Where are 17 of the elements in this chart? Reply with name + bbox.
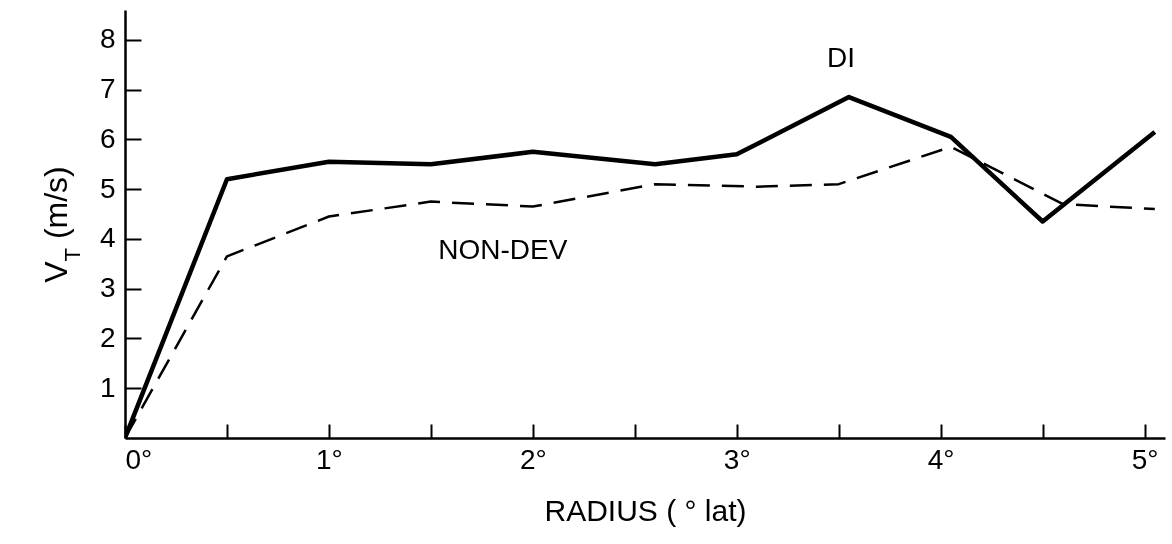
series-label: DI (826, 42, 855, 74)
y-tick-label: 4 (99, 222, 116, 254)
x-tick-label: 5° (1131, 443, 1159, 475)
y-tick-label: 6 (99, 122, 116, 154)
x-tick-label: 0° (125, 443, 153, 475)
y-tick-label: 3 (99, 272, 116, 304)
x-tick-label: 2° (519, 443, 547, 475)
x-tick-label: 3° (723, 443, 751, 475)
series-label: NON-DEV (438, 233, 568, 265)
y-tick-label: 5 (99, 172, 116, 204)
y-tick-label: 8 (99, 23, 116, 55)
x-tick-label: 4° (927, 443, 955, 475)
x-axis-title: RADIUS ( ° lat) (544, 493, 747, 527)
y-tick-label: 1 (99, 371, 116, 403)
y-tick-label: 2 (99, 321, 116, 353)
y-tick-label: 7 (99, 73, 116, 105)
x-tick-label: 1° (316, 443, 343, 475)
